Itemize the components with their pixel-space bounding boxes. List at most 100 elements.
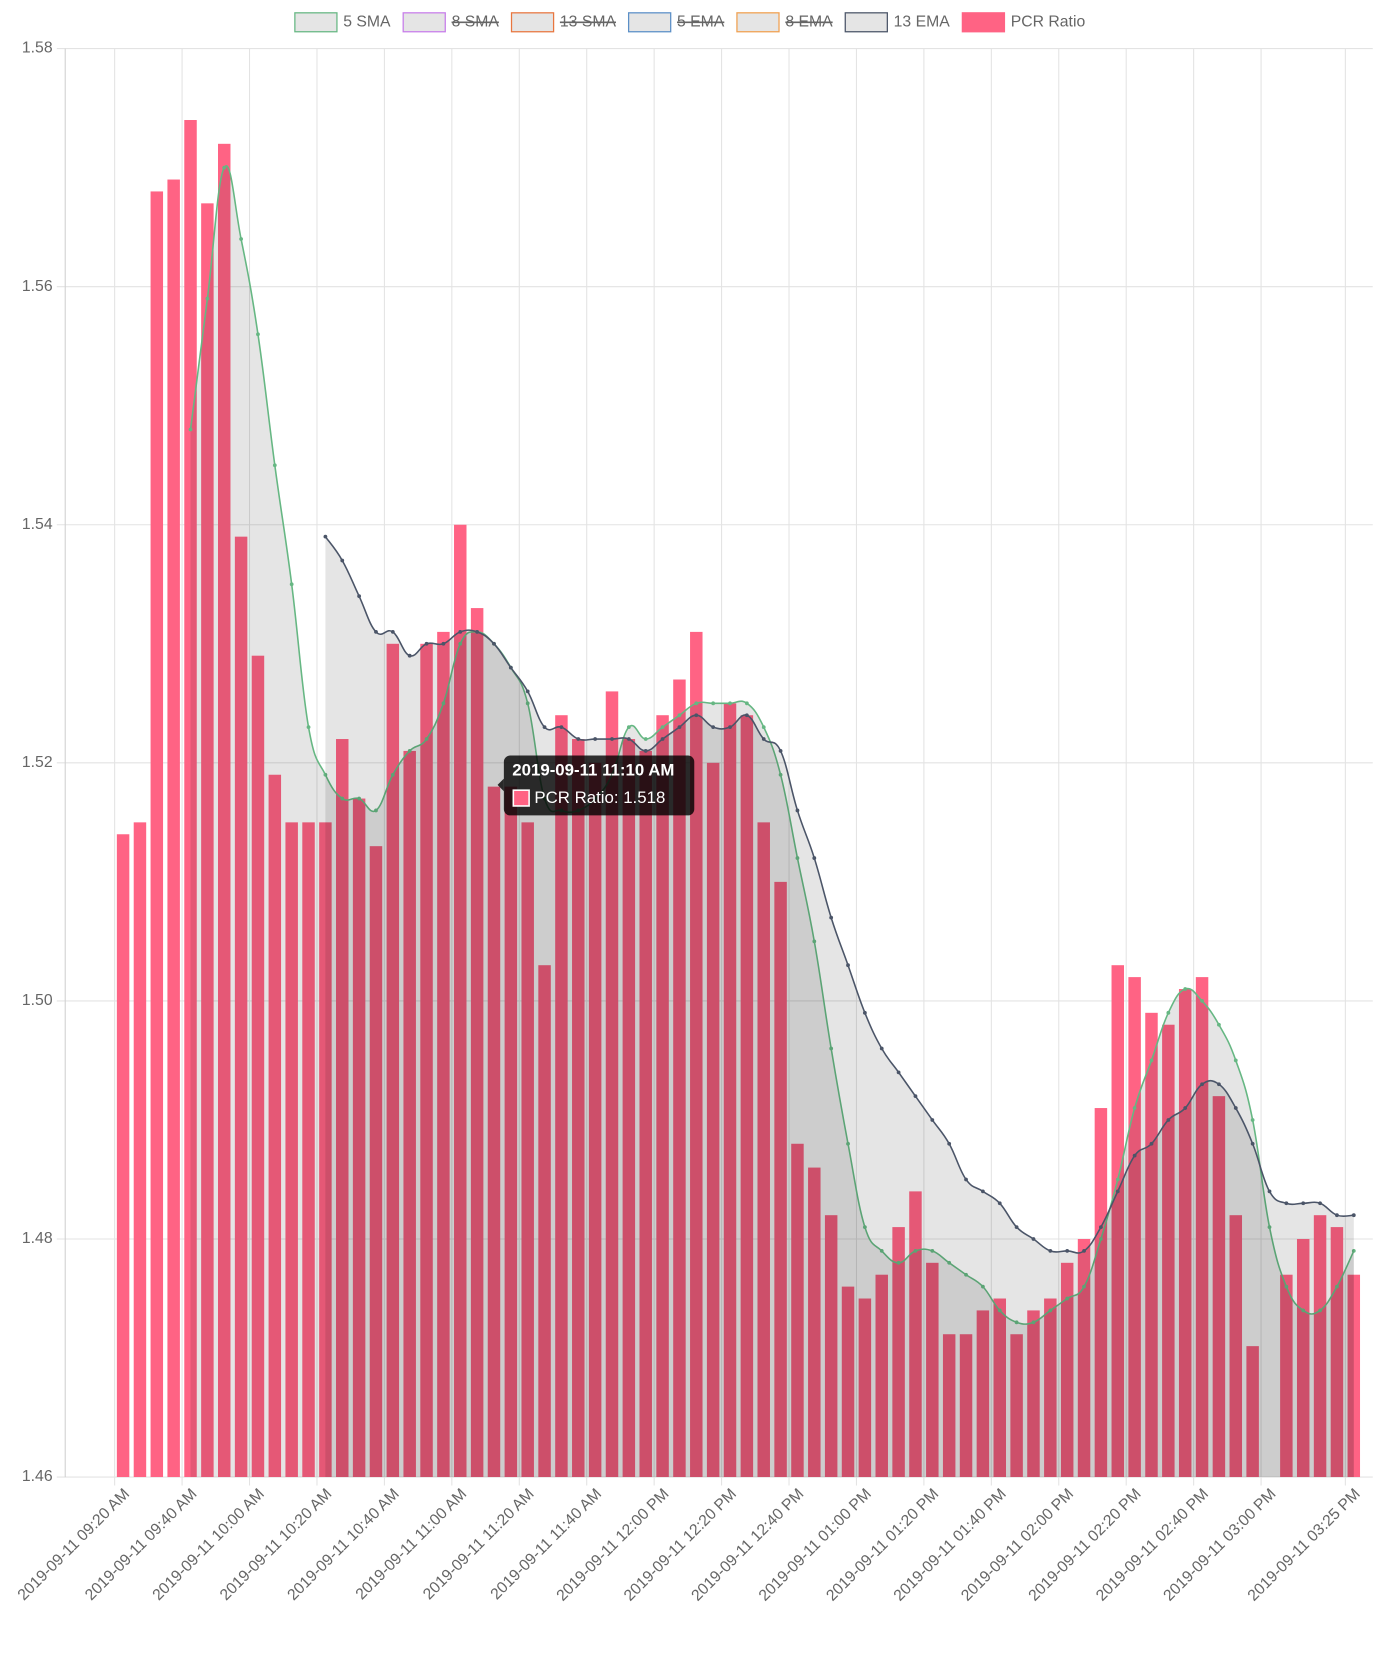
legend-label: 13 EMA [894, 13, 951, 30]
x-tick-label: 2019-09-11 12:00 PM [554, 1486, 673, 1605]
point [997, 1201, 1002, 1206]
point [357, 796, 362, 801]
point [374, 808, 378, 813]
bar [622, 739, 636, 1478]
point [239, 237, 243, 241]
bar [1212, 1096, 1226, 1478]
point [559, 725, 564, 730]
point [660, 725, 665, 730]
point [1031, 1320, 1036, 1325]
point [1267, 1189, 1272, 1194]
point [610, 737, 614, 741]
point [896, 1260, 901, 1265]
point [441, 641, 446, 646]
bar [420, 643, 433, 1478]
y-tick-label: 1.58 [22, 40, 53, 57]
point [424, 737, 429, 741]
bar [184, 120, 197, 1478]
point [1132, 1153, 1137, 1158]
point [930, 1249, 935, 1253]
point [340, 558, 345, 563]
point [660, 737, 665, 741]
legend-swatch [736, 12, 780, 33]
point [272, 463, 277, 468]
x-tick-label: 2019-09-11 11:20 AM [420, 1486, 538, 1604]
point [1183, 1106, 1188, 1110]
point [947, 1260, 952, 1265]
point [812, 939, 817, 944]
bar [521, 822, 534, 1478]
grid [56, 48, 1373, 1486]
point [407, 749, 412, 753]
bar [454, 524, 467, 1478]
bar [706, 762, 720, 1478]
point [677, 713, 682, 718]
bar [1330, 1227, 1344, 1478]
bar [673, 679, 686, 1478]
bar [875, 1274, 888, 1478]
bar [1313, 1215, 1327, 1478]
bar [1246, 1346, 1259, 1478]
point [1318, 1308, 1322, 1313]
bar [437, 631, 450, 1478]
point [677, 725, 682, 730]
point [374, 629, 378, 634]
bar [234, 536, 248, 1478]
point [964, 1272, 968, 1277]
bar [993, 1298, 1006, 1478]
bar [1044, 1298, 1057, 1478]
bar [487, 786, 501, 1478]
bar [1195, 977, 1209, 1478]
point [458, 629, 463, 634]
bar [555, 715, 568, 1478]
bar [251, 655, 265, 1478]
y-tick-label: 1.52 [22, 754, 53, 771]
point [323, 772, 328, 777]
point [1267, 1225, 1272, 1229]
point [205, 296, 210, 301]
point [744, 701, 749, 706]
point [475, 629, 480, 634]
point [525, 689, 530, 694]
bar [1027, 1310, 1040, 1478]
y-tick-label: 1.46 [22, 1468, 53, 1485]
point [997, 1308, 1002, 1313]
point [778, 772, 783, 777]
x-tick-label: 2019-09-11 02:40 PM [1093, 1486, 1212, 1605]
bar [1077, 1238, 1091, 1478]
point [711, 701, 716, 706]
point [323, 534, 328, 539]
bar [369, 846, 383, 1478]
point [1115, 1189, 1120, 1194]
point [761, 737, 766, 741]
point [795, 808, 800, 813]
bar [858, 1298, 872, 1478]
point [525, 701, 530, 706]
bar [690, 631, 703, 1478]
x-tick-label: 2019-09-11 09:20 AM [15, 1486, 133, 1604]
point [256, 332, 260, 337]
point [1099, 1237, 1103, 1241]
point [694, 701, 699, 706]
point [1048, 1249, 1053, 1253]
point [1284, 1284, 1289, 1289]
legend-label: PCR Ratio [1011, 13, 1086, 30]
legend-swatch [402, 12, 446, 33]
bar [1128, 977, 1141, 1478]
point [862, 1225, 867, 1229]
x-tick-label: 2019-09-11 01:20 PM [823, 1486, 942, 1605]
bar [656, 715, 669, 1478]
point [1031, 1237, 1036, 1241]
point [761, 725, 766, 730]
point [1318, 1201, 1322, 1206]
point [424, 641, 429, 646]
y-tick-label: 1.50 [22, 992, 53, 1009]
point [795, 856, 800, 860]
bar [774, 881, 787, 1478]
x-tick-label: 2019-09-11 02:00 PM [958, 1486, 1077, 1605]
bar [572, 739, 585, 1478]
point [643, 737, 648, 741]
y-tick-label: 1.54 [22, 516, 53, 533]
point [1351, 1249, 1356, 1253]
